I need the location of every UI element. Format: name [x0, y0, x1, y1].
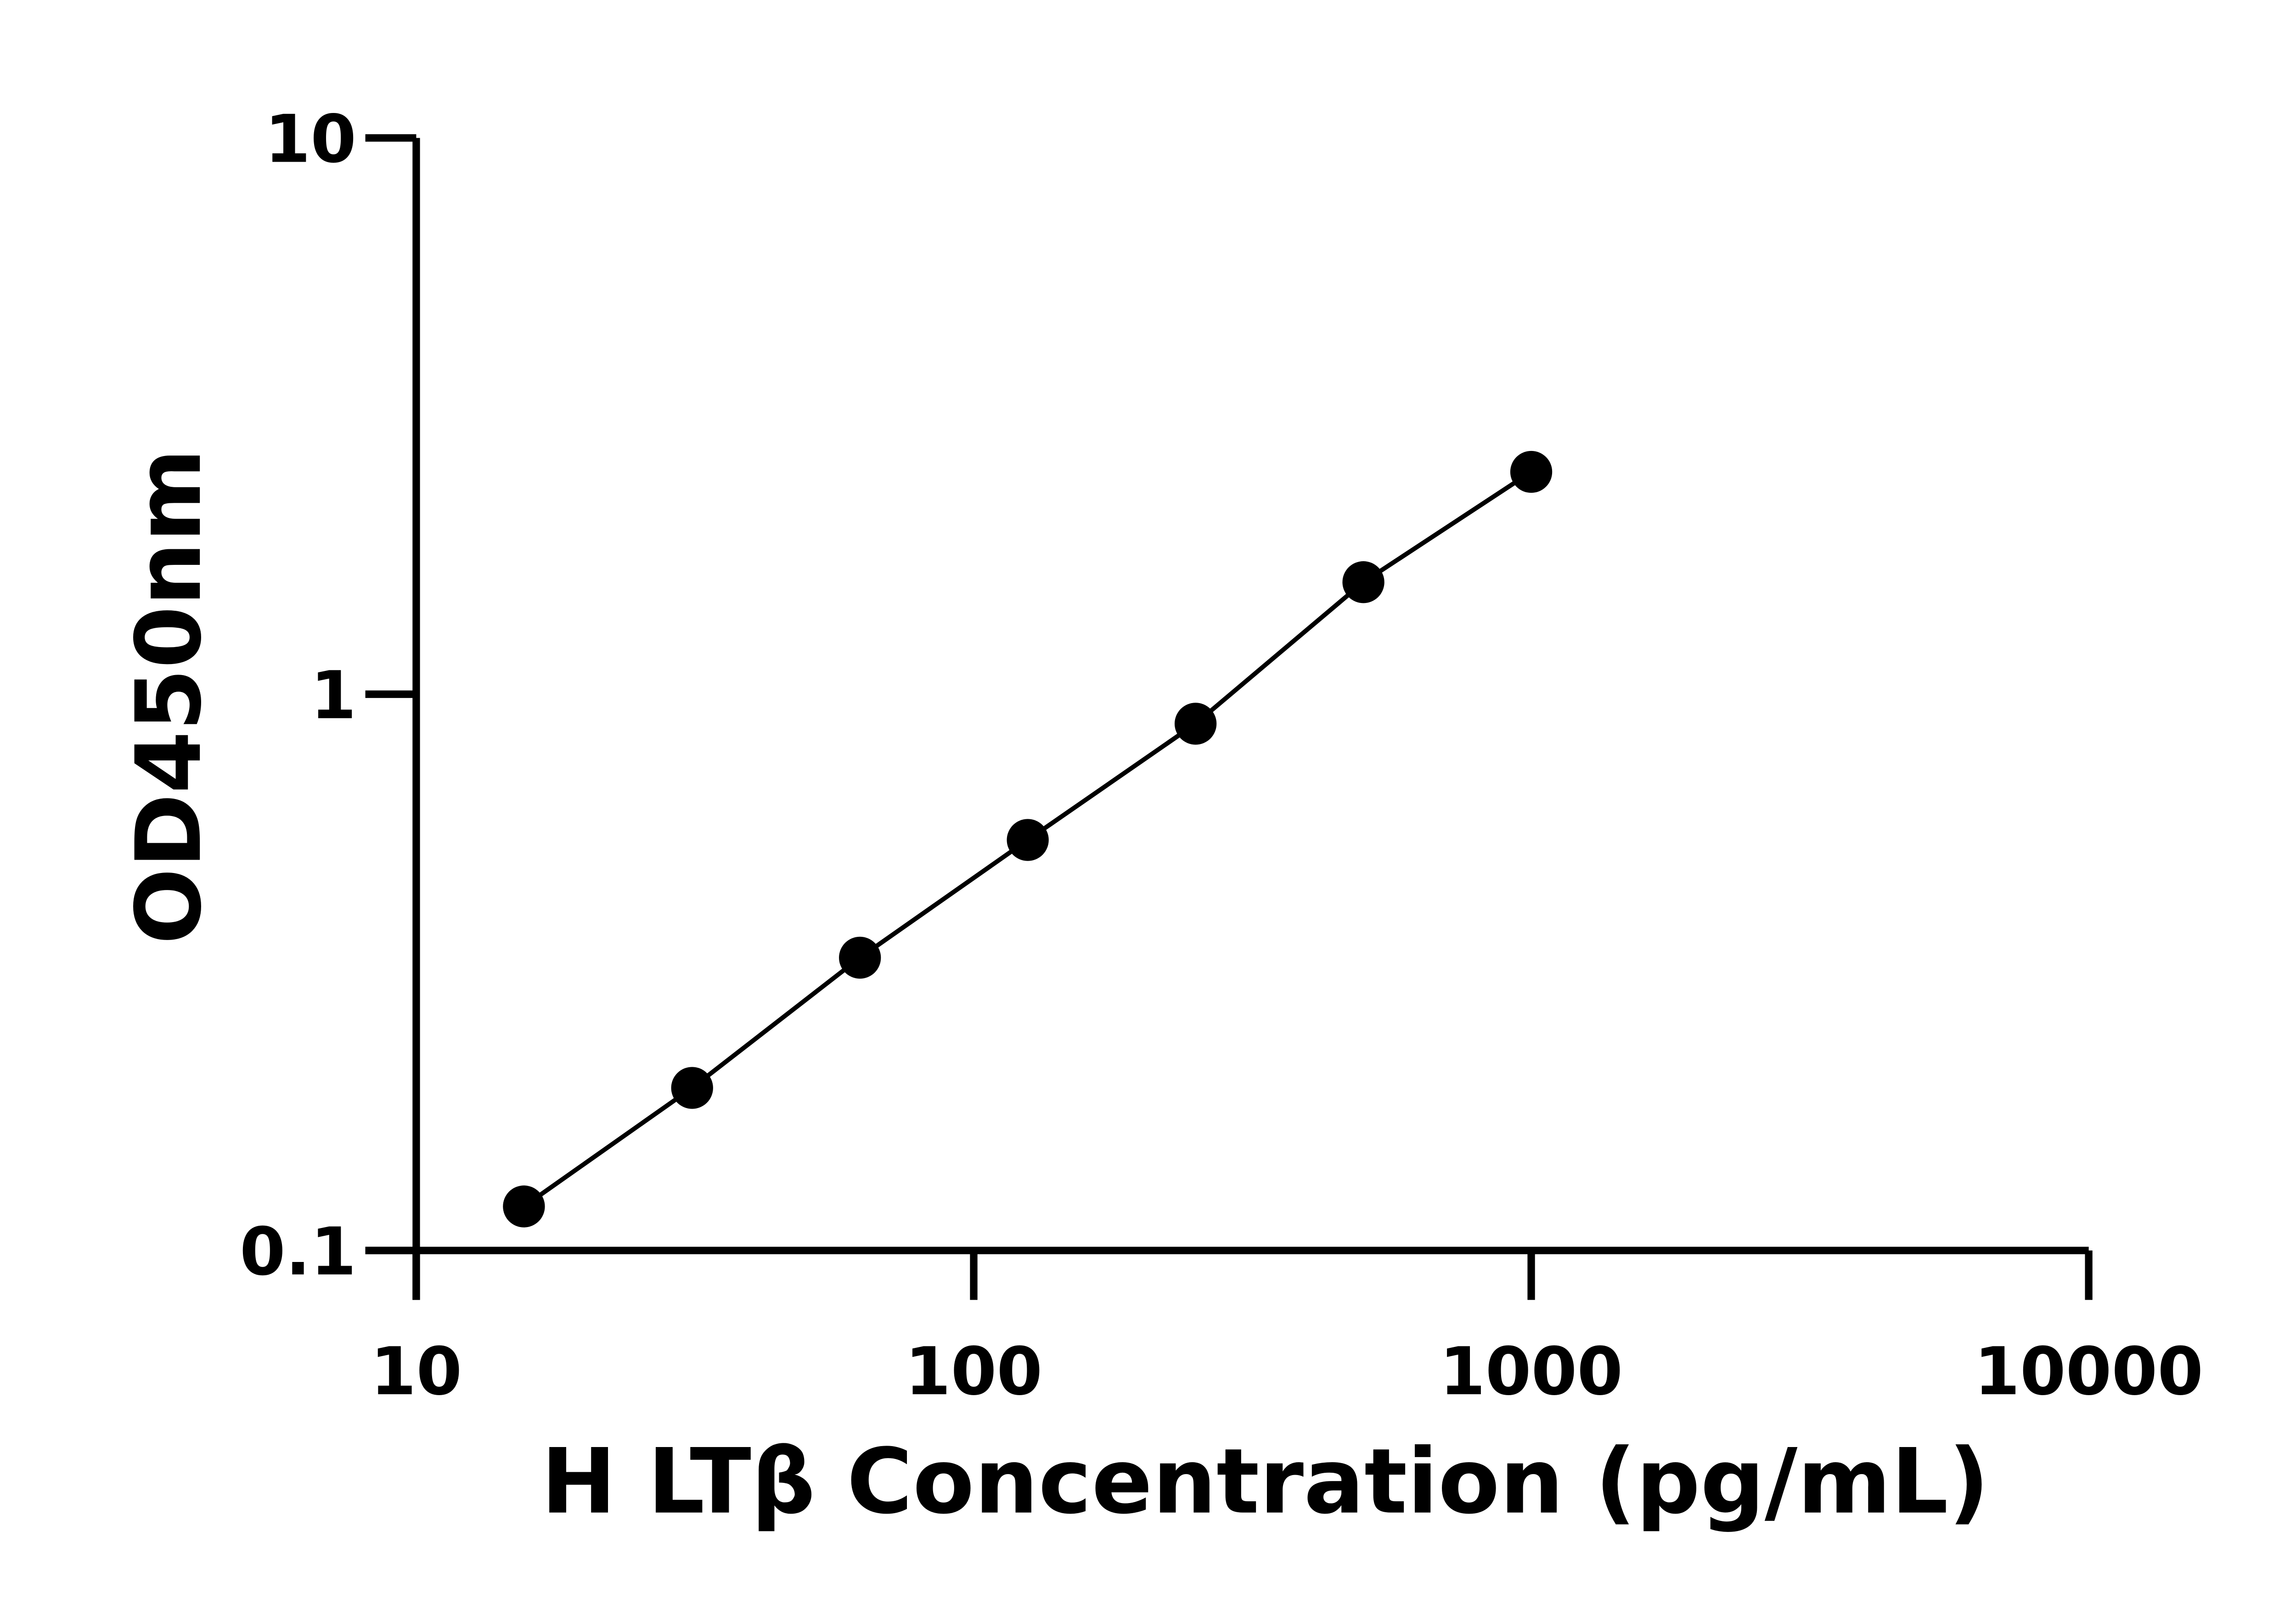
- x-axis-title: H LTβ Concentration (pg/mL): [541, 1430, 1989, 1534]
- data-point: [1342, 561, 1384, 603]
- x-tick-label: 1000: [1440, 1333, 1623, 1410]
- x-tick-label: 100: [905, 1333, 1042, 1410]
- data-point: [839, 936, 881, 979]
- x-tick-label: 10000: [1974, 1333, 2203, 1410]
- data-point: [503, 1185, 545, 1228]
- x-tick-label: 10: [371, 1333, 462, 1410]
- data-point: [671, 1067, 713, 1109]
- data-point: [1007, 819, 1049, 861]
- y-axis-title: OD450nm: [117, 448, 221, 944]
- data-point: [1174, 703, 1217, 745]
- y-tick-label: 10: [264, 101, 356, 178]
- data-point: [1510, 451, 1553, 493]
- y-tick-label: 0.1: [240, 1213, 356, 1290]
- y-tick-label: 1: [310, 657, 356, 734]
